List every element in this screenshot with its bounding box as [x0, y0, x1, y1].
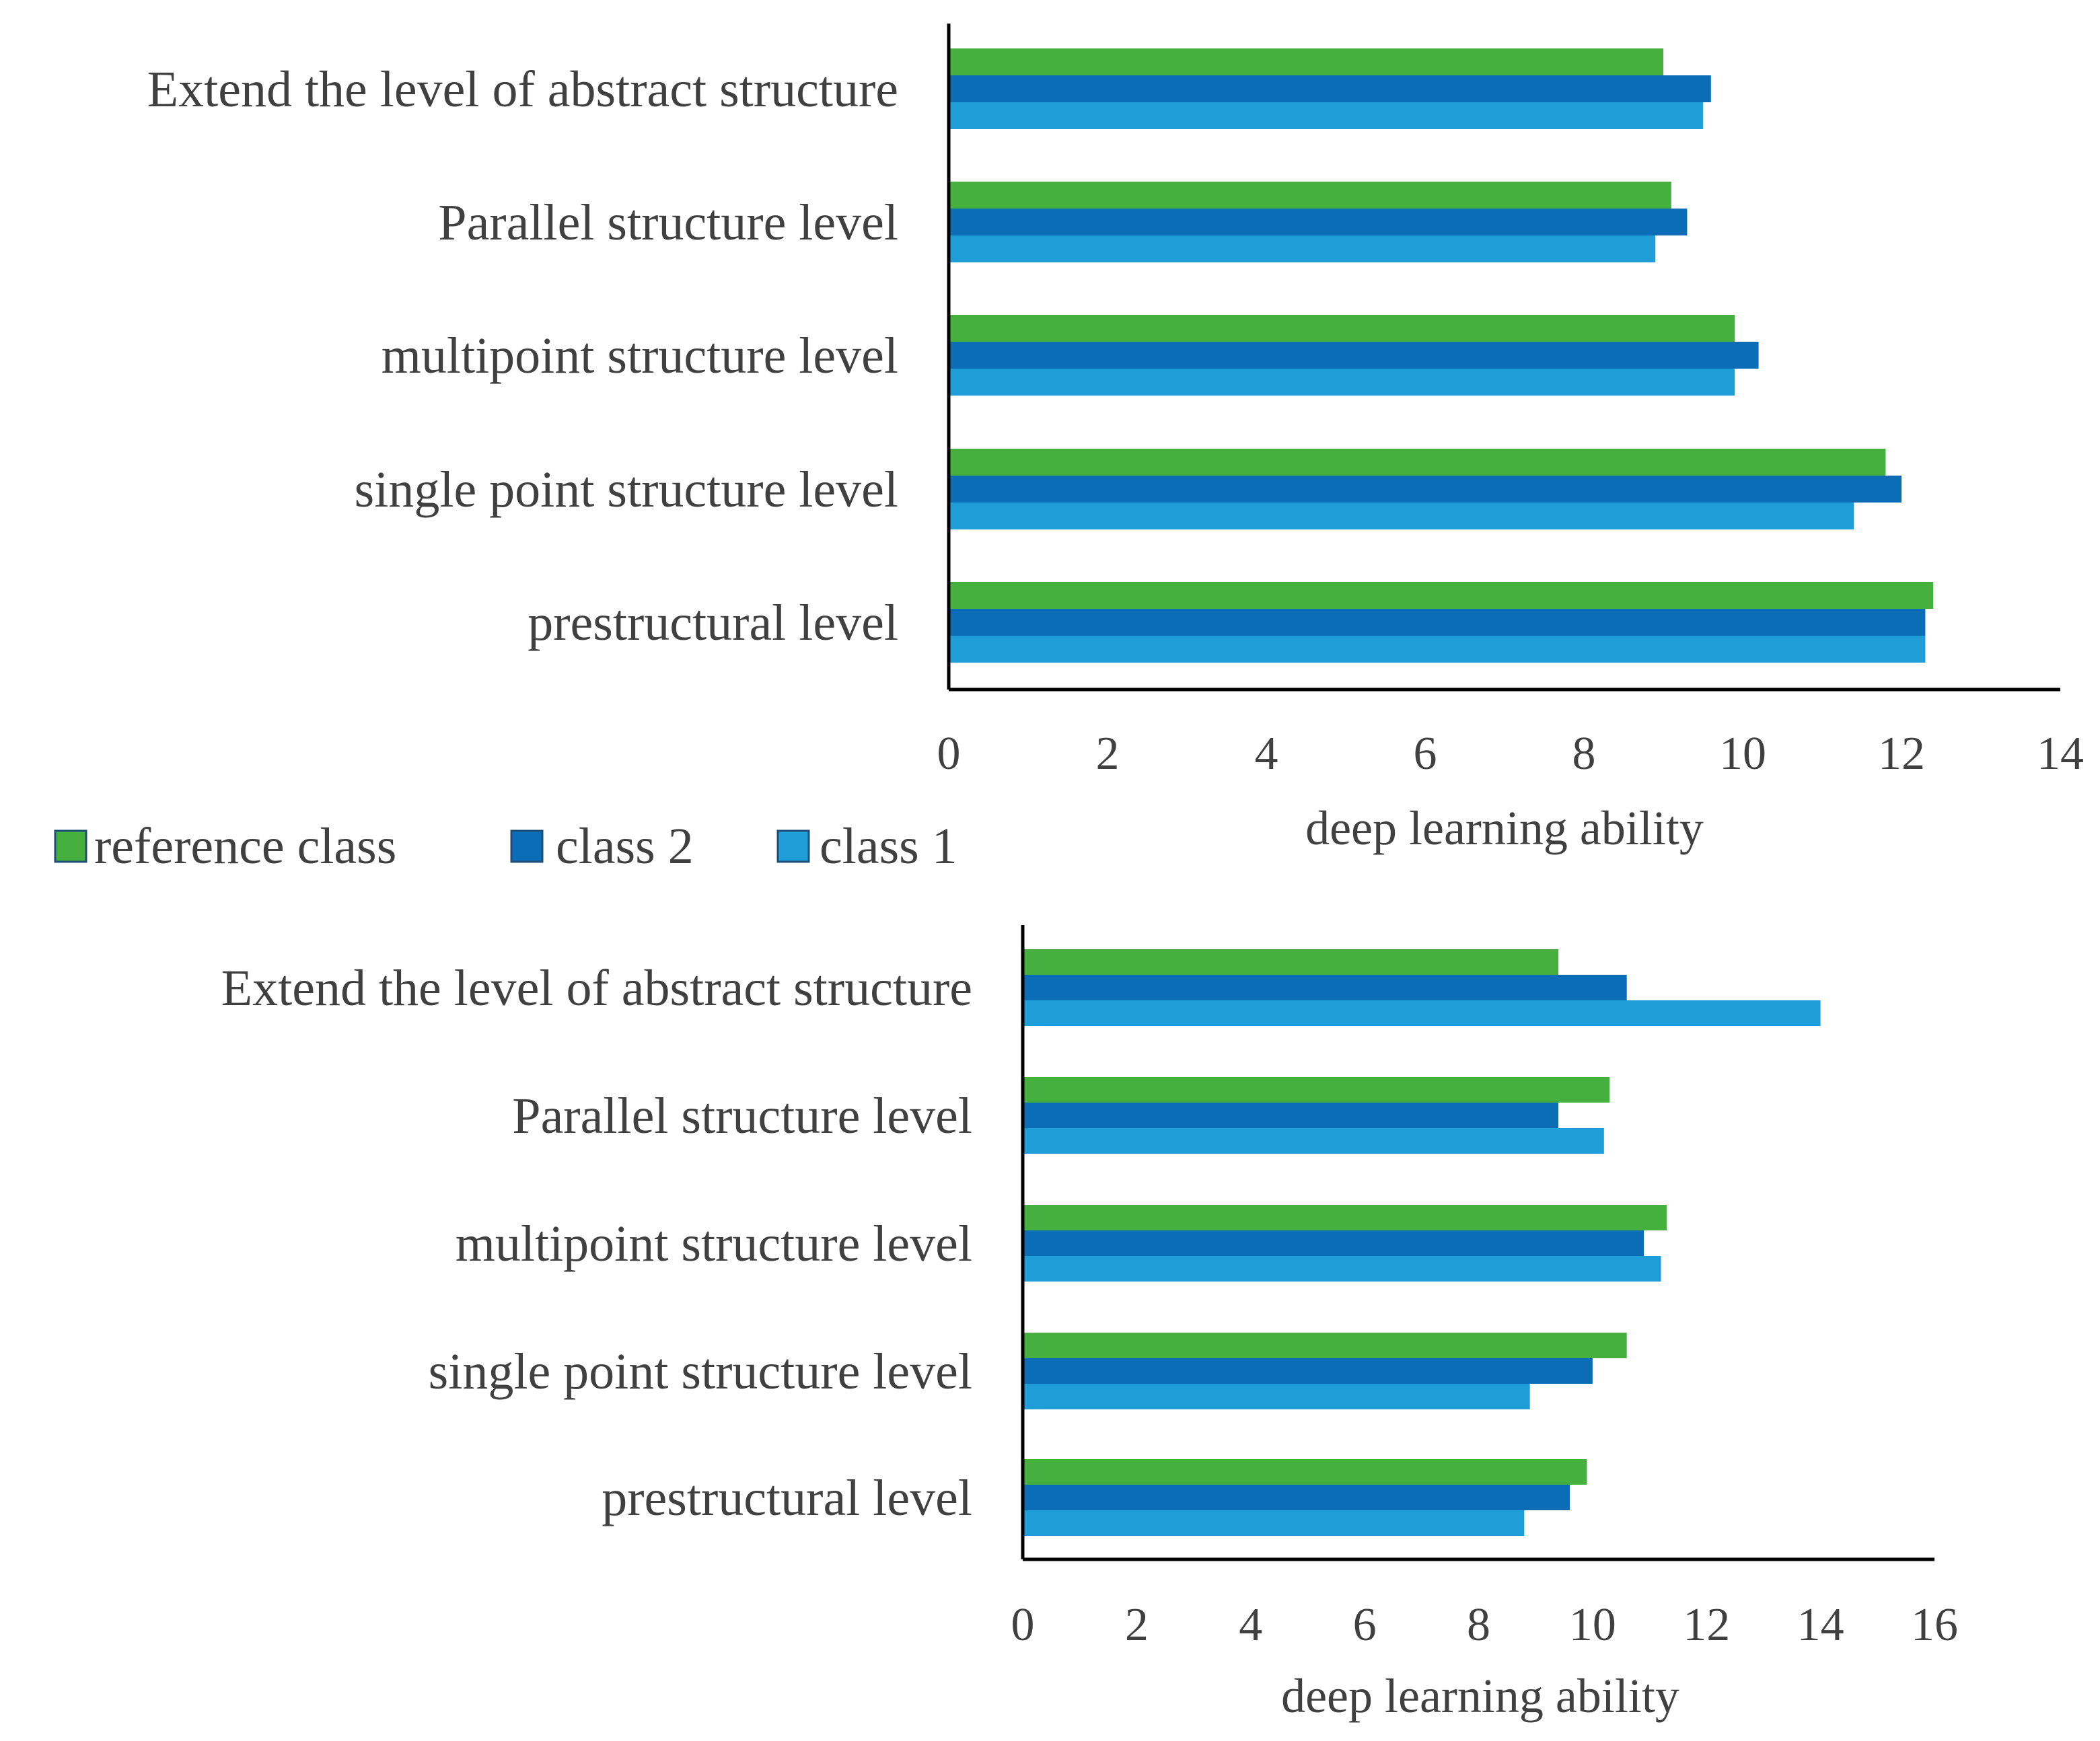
legend-label: reference class: [94, 818, 396, 875]
category-label: Extend the level of abstract structure: [147, 61, 898, 118]
bar-class-1-5: [1023, 1510, 1525, 1536]
x-tick-label: 6: [1353, 1599, 1377, 1651]
bar-reference-class-5: [1023, 1459, 1587, 1485]
bar-class-1-4: [949, 503, 1854, 529]
bar-reference-class-2: [949, 182, 1671, 209]
x-tick-label: 4: [1239, 1599, 1262, 1651]
x-axis-title: deep learning ability: [1281, 1669, 1679, 1723]
x-tick-label: 16: [1911, 1599, 1958, 1651]
bar-class-1-1: [949, 102, 1703, 129]
category-label: single point structure level: [355, 461, 898, 518]
legend-swatch-class-1: [776, 829, 810, 863]
bar-reference-class-3: [949, 315, 1735, 342]
bar-class-2-5: [949, 609, 1926, 636]
x-tick-label: 2: [1096, 728, 1120, 780]
x-axis-title: deep learning ability: [1305, 801, 1704, 855]
chart-1: Extend the level of abstract structure Pa…: [147, 24, 2084, 855]
category-label: prestructural level: [602, 1470, 972, 1526]
x-tick-label: 8: [1467, 1599, 1490, 1651]
chart-2: Extend the level of abstract structure Pa…: [221, 925, 1958, 1723]
legend-label: class 2: [556, 818, 694, 875]
bar-class-2-4: [949, 476, 1902, 503]
bar-class-1-5: [949, 636, 1926, 663]
bar-reference-class-4: [1023, 1333, 1627, 1358]
x-tick-label: 12: [1683, 1599, 1730, 1651]
x-tick-label: 14: [2037, 728, 2084, 780]
bar-class-2-2: [1023, 1103, 1559, 1128]
bar-class-2-3: [949, 342, 1759, 369]
bar-class-2-3: [1023, 1230, 1644, 1256]
bar-class-1-1: [1023, 1000, 1821, 1026]
x-tick-label: 0: [937, 728, 961, 780]
legend: reference class class 2 class 1: [54, 818, 957, 875]
legend-swatch-class-2: [510, 829, 544, 863]
bar-reference-class-2: [1023, 1077, 1610, 1103]
x-tick-label: 8: [1572, 728, 1596, 780]
x-tick-label: 0: [1011, 1599, 1035, 1651]
category-label: prestructural level: [528, 595, 898, 651]
bar-class-2-4: [1023, 1358, 1593, 1384]
bar-class-2-5: [1023, 1485, 1570, 1510]
legend-label: class 1: [820, 818, 957, 875]
x-tick-label: 2: [1125, 1599, 1149, 1651]
bar-class-1-4: [1023, 1384, 1530, 1409]
x-tick-label: 4: [1255, 728, 1278, 780]
x-tick-label: 6: [1414, 728, 1437, 780]
category-label: multipoint structure level: [456, 1216, 972, 1272]
bar-class-1-2: [1023, 1128, 1604, 1154]
bar-class-1-3: [1023, 1256, 1661, 1282]
bar-reference-class-4: [949, 449, 1886, 476]
bar-class-2-1: [949, 75, 1711, 102]
x-tick-label: 10: [1719, 728, 1766, 780]
bar-reference-class-3: [1023, 1205, 1667, 1230]
bar-class-2-2: [949, 209, 1688, 235]
category-label: single point structure level: [429, 1343, 972, 1400]
legend-swatch-reference-class: [54, 829, 87, 863]
category-label: multipoint structure level: [382, 328, 898, 384]
category-label: Parallel structure level: [438, 194, 898, 251]
category-label: Parallel structure level: [512, 1088, 972, 1144]
bar-reference-class-1: [1023, 949, 1559, 975]
bar-class-2-1: [1023, 975, 1627, 1000]
bar-class-1-3: [949, 369, 1735, 396]
bar-reference-class-5: [949, 582, 1934, 609]
x-tick-label: 10: [1569, 1599, 1616, 1651]
bar-reference-class-1: [949, 48, 1663, 75]
x-tick-label: 12: [1878, 728, 1925, 780]
bar-class-1-2: [949, 235, 1656, 262]
x-tick-label: 14: [1797, 1599, 1844, 1651]
category-label: Extend the level of abstract structure: [221, 960, 972, 1016]
